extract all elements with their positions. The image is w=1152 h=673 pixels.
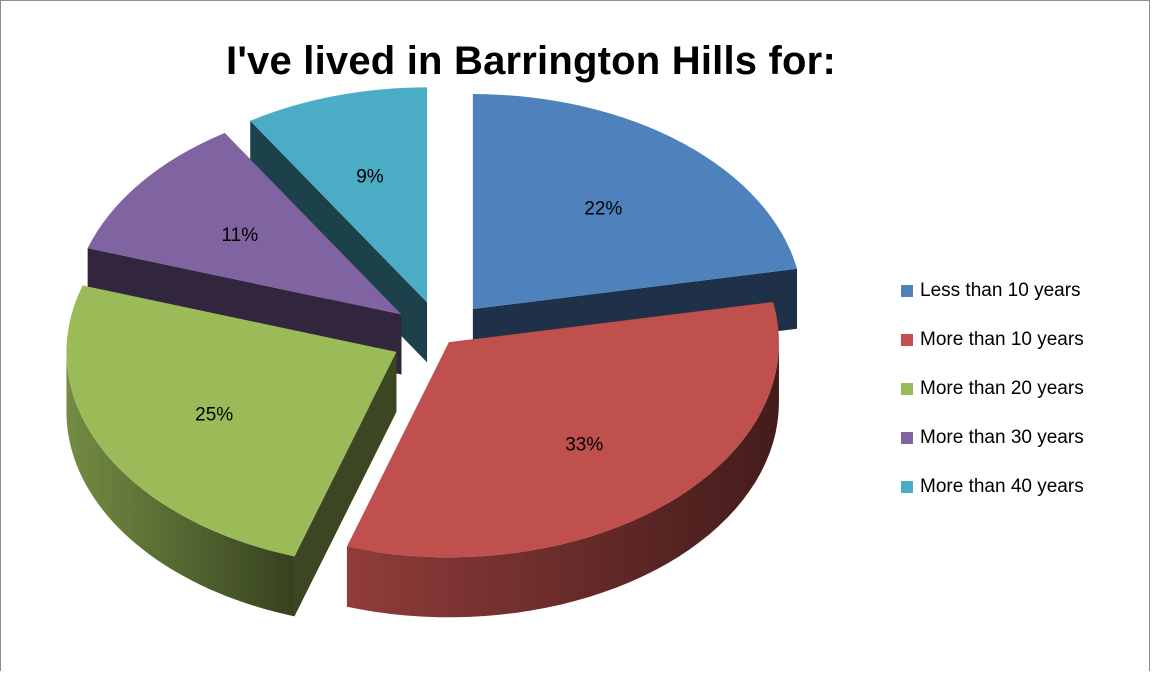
legend-swatch bbox=[901, 334, 913, 346]
legend-swatch bbox=[901, 481, 913, 493]
data-label: 11% bbox=[222, 225, 259, 246]
chart-title: I've lived in Barrington Hills for: bbox=[226, 39, 836, 83]
pie-slice-edge bbox=[66, 351, 295, 617]
legend-swatch bbox=[901, 285, 913, 297]
pie-slice-more-than-30-years bbox=[87, 133, 402, 315]
legend-label: More than 40 years bbox=[920, 476, 1084, 497]
data-label: 25% bbox=[195, 404, 233, 425]
data-label: 33% bbox=[565, 434, 603, 455]
pie-slice-edge bbox=[346, 342, 779, 618]
legend-item: Less than 10 years bbox=[901, 276, 1084, 306]
legend: Less than 10 years More than 10 years More… bbox=[901, 276, 1084, 521]
legend-item: More than 10 years bbox=[901, 325, 1084, 355]
legend-item: More than 20 years bbox=[901, 374, 1084, 404]
legend-label: More than 10 years bbox=[920, 329, 1084, 350]
legend-swatch bbox=[901, 432, 913, 444]
legend-label: More than 30 years bbox=[920, 427, 1084, 448]
pie-data-labels: 22% 33% 25% 11% 9% bbox=[195, 166, 622, 455]
legend-label: Less than 10 years bbox=[920, 280, 1081, 301]
pie-slice-more-than-10-years bbox=[346, 302, 779, 558]
pie-slice-less-than-10-years bbox=[472, 94, 798, 310]
data-label: 9% bbox=[356, 166, 384, 187]
legend-item: More than 40 years bbox=[901, 472, 1084, 502]
legend-swatch bbox=[901, 383, 913, 395]
pie-top-faces bbox=[66, 87, 798, 558]
legend-item: More than 30 years bbox=[901, 423, 1084, 453]
data-label: 22% bbox=[584, 198, 622, 219]
pie-slice-more-than-20-years bbox=[66, 285, 397, 557]
legend-label: More than 20 years bbox=[920, 378, 1084, 399]
pie-slice-more-than-40-years bbox=[250, 87, 428, 303]
pie-slice-wall bbox=[294, 351, 397, 617]
